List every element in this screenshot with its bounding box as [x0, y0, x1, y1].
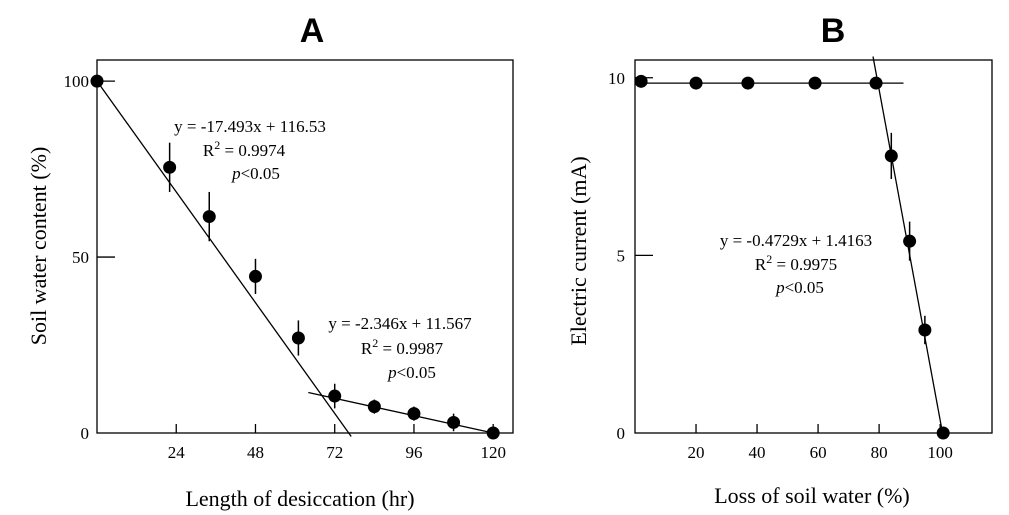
r2-text: R2 = 0.9975 [755, 252, 837, 274]
panel-a-equation-1: y = -17.493x + 116.53 R2 = 0.9974 p<0.05 [174, 117, 326, 183]
y-tick-label: 50 [72, 248, 89, 267]
r2-text: R2 = 0.9974 [203, 138, 286, 160]
panel-a-letter: A [300, 12, 325, 50]
x-tick-label: 120 [480, 443, 506, 462]
panel-b-ylabel: Electric current (mA) [566, 156, 591, 345]
data-point [634, 74, 648, 88]
y-tick-label: 5 [617, 246, 626, 265]
y-tick-label: 10 [608, 69, 625, 88]
data-point [291, 331, 305, 345]
panel-a-xlabel: Length of desiccation (hr) [185, 486, 414, 511]
x-tick-label: 72 [326, 443, 343, 462]
panel-a-frame [96, 59, 514, 434]
x-tick-label: 40 [749, 443, 766, 462]
x-tick-label: 20 [688, 443, 705, 462]
panel-a-points [90, 74, 500, 440]
data-point [918, 323, 932, 337]
y-tick-label: 0 [617, 424, 626, 443]
data-point [163, 160, 177, 174]
panel-b: B Electric current (mA) Loss of soil wat… [566, 12, 993, 508]
x-tick-label: 48 [247, 443, 264, 462]
data-point [903, 234, 917, 248]
panel-a-equation-2: y = -2.346x + 11.567 R2 = 0.9987 p<0.05 [328, 314, 472, 382]
data-point [447, 415, 461, 429]
data-point [486, 426, 500, 440]
panel-b-equation-1: y = -0.4729x + 1.4163 R2 = 0.9975 p<0.05 [720, 231, 872, 297]
data-point [884, 149, 898, 163]
data-point [741, 76, 755, 90]
panel-b-frame [634, 59, 993, 434]
equation-text: y = -2.346x + 11.567 [328, 314, 472, 333]
data-point [367, 400, 381, 414]
data-point [936, 426, 950, 440]
r2-text: R2 = 0.9987 [361, 336, 444, 358]
y-tick-label: 0 [81, 424, 90, 443]
data-point [328, 389, 342, 403]
data-point [869, 76, 883, 90]
p-text: p<0.05 [231, 164, 280, 183]
equation-text: y = -17.493x + 116.53 [174, 117, 326, 136]
data-point [90, 74, 104, 88]
data-point [808, 76, 822, 90]
data-point [202, 210, 216, 224]
data-point [248, 269, 262, 283]
panel-b-xlabel: Loss of soil water (%) [714, 483, 910, 508]
panel-b-ticks: 0 5 10 20 40 60 80 100 [608, 69, 953, 462]
p-text: p<0.05 [775, 278, 824, 297]
x-tick-label: 60 [810, 443, 827, 462]
panel-b-letter: B [821, 12, 846, 50]
panel-a-ylabel: Soil water content (%) [26, 147, 51, 346]
x-tick-label: 100 [927, 443, 953, 462]
x-tick-label: 80 [871, 443, 888, 462]
x-tick-label: 96 [405, 443, 422, 462]
fit-line [96, 80, 352, 437]
equation-text: y = -0.4729x + 1.4163 [720, 231, 872, 250]
y-tick-label: 100 [64, 72, 90, 91]
data-point [407, 407, 421, 421]
data-point [689, 76, 703, 90]
panel-b-points [634, 74, 950, 440]
panel-a: A Soil water content (%) Length of desic… [26, 12, 514, 511]
x-tick-label: 24 [168, 443, 186, 462]
p-text: p<0.05 [387, 363, 436, 382]
panel-a-ticks: 0 50 100 24 48 72 96 120 [64, 72, 506, 462]
